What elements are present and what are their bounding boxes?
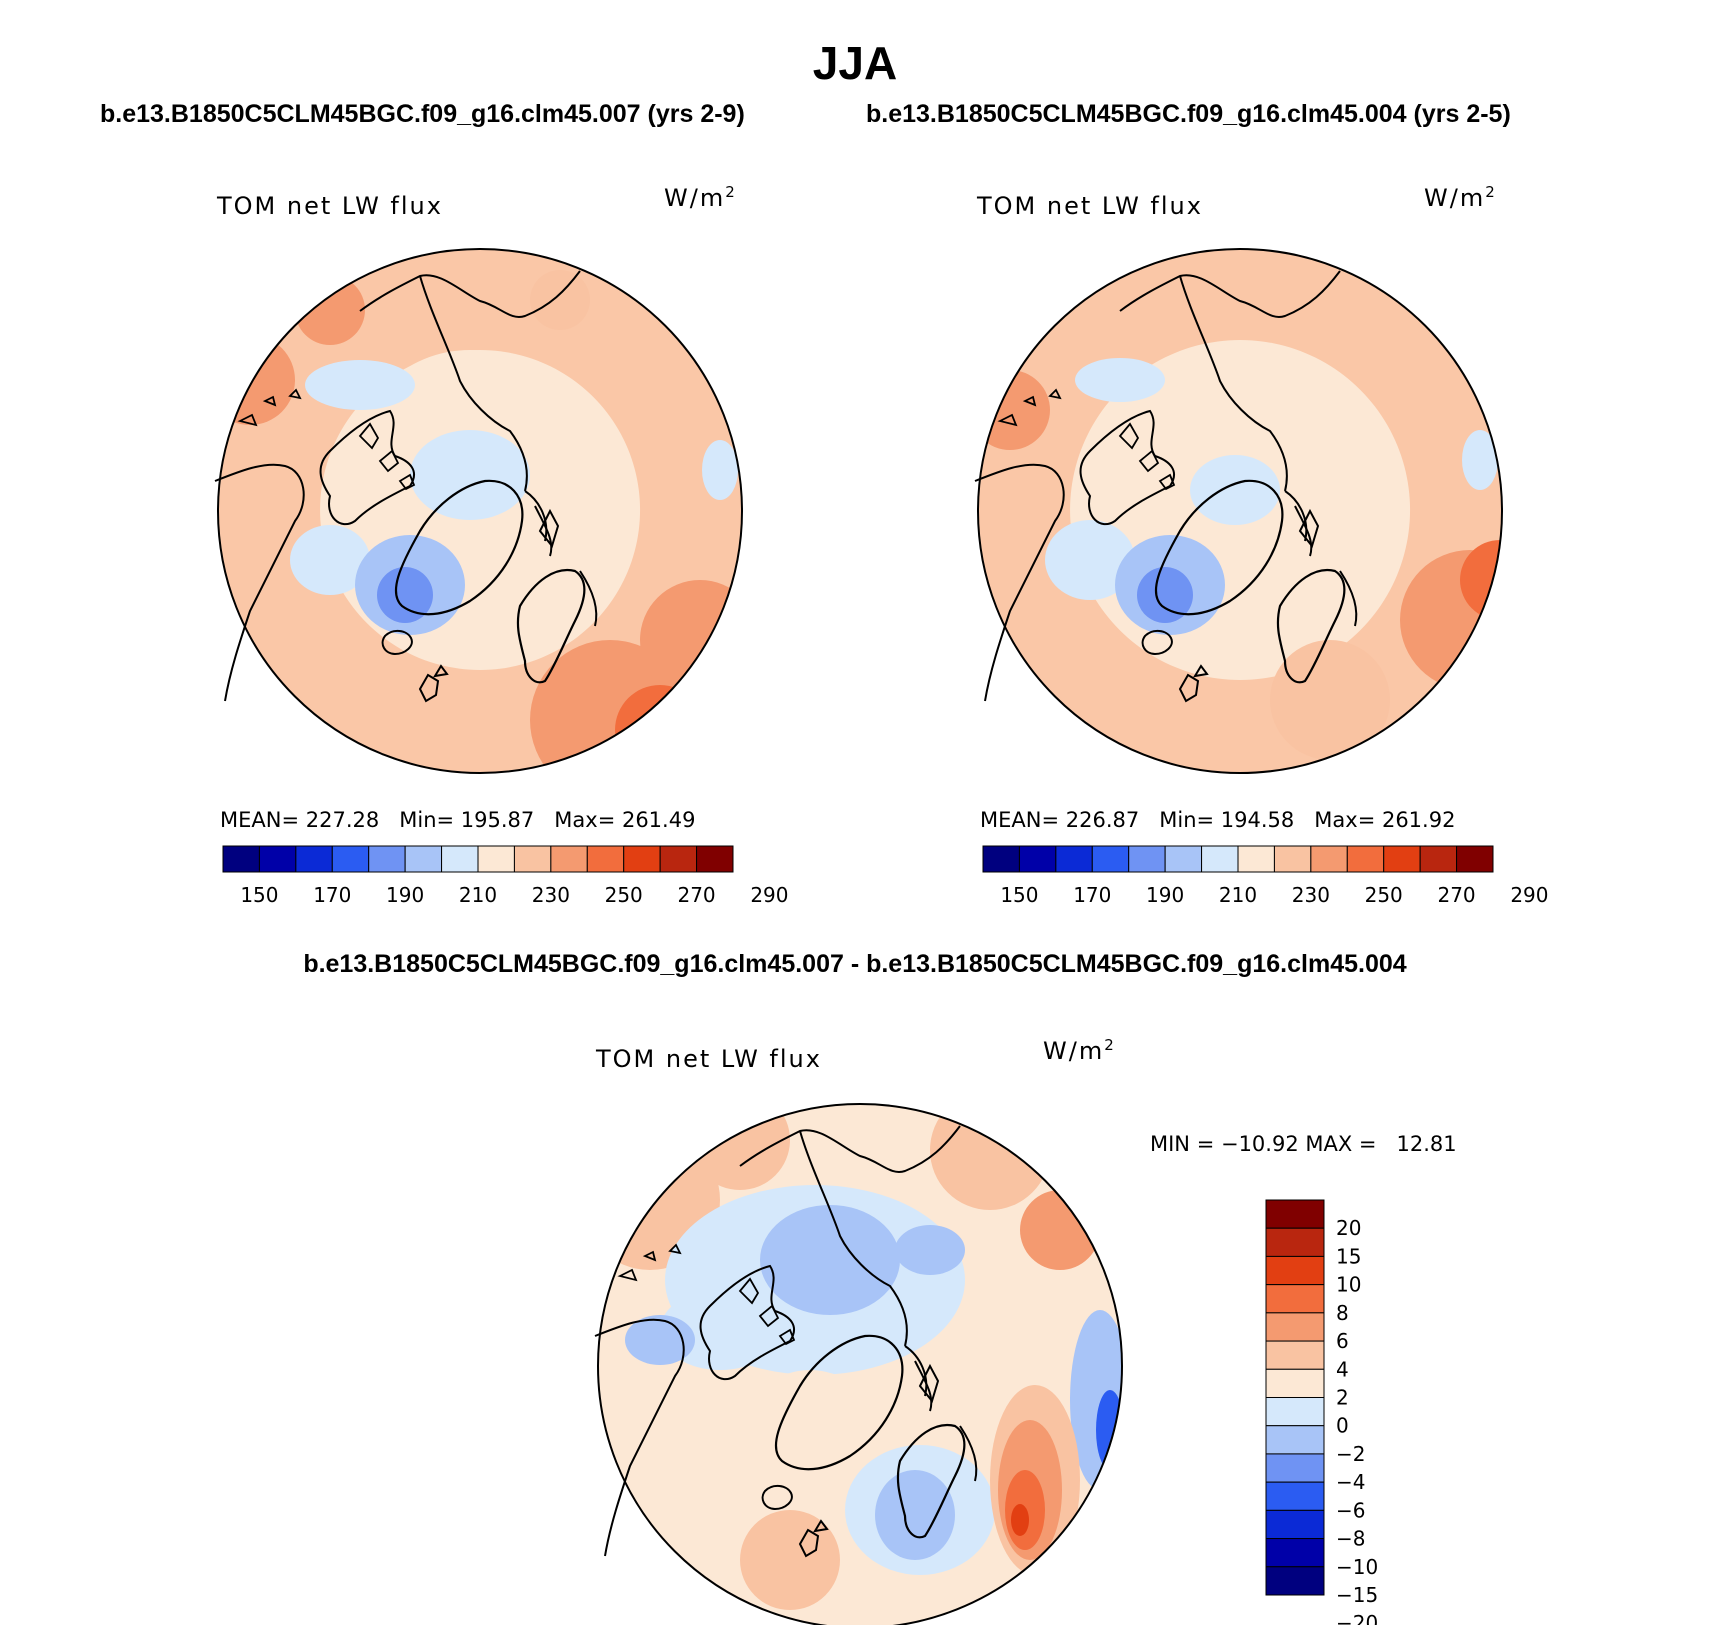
colorbar-panel1-swatch: [222, 845, 260, 873]
colorbar-difference-tick-label: −15: [1336, 1583, 1378, 1607]
colorbar-panel1-swatch: [477, 845, 515, 873]
panel3-units: W/m2: [1043, 1036, 1116, 1065]
colorbar-panel2-tick-label: 250: [1365, 883, 1403, 907]
colorbar-panel2-swatch: [1273, 845, 1312, 873]
colorbar-difference-swatch: [1265, 1509, 1325, 1540]
colorbar-difference-swatch: [1265, 1566, 1325, 1596]
panel1-map-border: [217, 248, 743, 774]
colorbar-panel2-swatch: [1018, 845, 1057, 873]
colorbar-panel2-swatch: [1128, 845, 1166, 873]
panel1-stats: MEAN= 227.28 Min= 195.87 Max= 261.49: [220, 808, 696, 832]
colorbar-panel1-swatch: [295, 845, 333, 873]
subtitle-left: b.e13.B1850C5CLM45BGC.f09_g16.clm45.007 …: [100, 100, 745, 128]
subtitle-right: b.e13.B1850C5CLM45BGC.f09_g16.clm45.004 …: [866, 100, 1511, 128]
colorbar-difference-swatch: [1265, 1284, 1325, 1314]
colorbar-panel1-tick-label: 190: [386, 883, 424, 907]
colorbar-difference-swatch: [1265, 1538, 1325, 1568]
difference-title: b.e13.B1850C5CLM45BGC.f09_g16.clm45.007 …: [303, 950, 1407, 978]
colorbar-panel1-tick-label: 250: [605, 883, 643, 907]
panel1-units: W/m2: [664, 183, 737, 212]
colorbar-panel2-swatch: [1237, 845, 1275, 873]
colorbar-panel2-swatch: [1383, 845, 1421, 873]
colorbar-panel2-swatch: [1055, 845, 1093, 873]
colorbar-panel2-tick-label: 230: [1292, 883, 1330, 907]
colorbar-panel2-tick-label: 190: [1146, 883, 1184, 907]
colorbar-panel2-tick-label: 210: [1219, 883, 1257, 907]
colorbar-panel1-swatch: [550, 845, 588, 873]
colorbar-difference-swatch: [1265, 1481, 1325, 1511]
colorbar-difference-swatch: [1265, 1199, 1325, 1229]
panel3-stats: MIN = −10.92 MAX = 12.81: [1150, 1132, 1457, 1156]
colorbar-panel1-tick-label: 150: [240, 883, 278, 907]
colorbar-panel2-swatch: [1310, 845, 1348, 873]
colorbar-panel2-swatch: [982, 845, 1020, 873]
colorbar-panel1-swatch: [586, 845, 625, 873]
colorbar-difference-swatch: [1265, 1312, 1325, 1342]
colorbar-difference-tick-label: 20: [1336, 1216, 1361, 1240]
colorbar-panel1-swatch: [368, 845, 406, 873]
colorbar-difference-swatch: [1265, 1340, 1325, 1370]
colorbar-difference-tick-label: 6: [1336, 1329, 1349, 1353]
colorbar-difference-tick-label: −8: [1336, 1527, 1365, 1551]
colorbar-difference-tick-label: −10: [1336, 1555, 1378, 1579]
panel1-map: [218, 249, 742, 773]
colorbar-panel1-tick-label: 170: [313, 883, 351, 907]
colorbar-panel2-tick-label: 150: [1000, 883, 1038, 907]
colorbar-panel1-swatch: [331, 845, 370, 873]
colorbar-difference-swatch: [1265, 1453, 1325, 1483]
colorbar-difference-swatch: [1265, 1227, 1325, 1257]
colorbar-panel2-tick-label: 290: [1510, 883, 1548, 907]
colorbar-difference-tick-label: 8: [1336, 1301, 1349, 1325]
colorbar-panel1: 150 170 190 210 230 250 270 290: [222, 845, 789, 907]
colorbar-difference-swatch: [1265, 1255, 1325, 1286]
colorbar-panel2-swatch: [1456, 845, 1494, 873]
colorbar-panel1-swatch: [258, 845, 297, 873]
colorbar-difference-tick-label: 15: [1336, 1244, 1361, 1268]
colorbar-panel1-tick-label: 210: [459, 883, 497, 907]
colorbar-panel1-swatch: [441, 845, 479, 873]
colorbar-difference-tick-label: 0: [1336, 1414, 1349, 1438]
panel2-stats: MEAN= 226.87 Min= 194.58 Max= 261.92: [980, 808, 1456, 832]
panel2-variable-label: TOM net LW flux: [977, 192, 1203, 220]
colorbar-difference-tick-label: −4: [1336, 1470, 1365, 1494]
colorbar-panel1-swatch: [513, 845, 552, 873]
colorbar-panel1-tick-label: 290: [750, 883, 788, 907]
colorbar-difference-swatch: [1265, 1425, 1325, 1455]
colorbar-difference-swatch: [1265, 1368, 1325, 1399]
colorbar-difference-tick-label: −20: [1336, 1611, 1378, 1625]
colorbar-panel2-tick-label: 170: [1073, 883, 1111, 907]
colorbar-panel2-swatch: [1419, 845, 1458, 873]
colorbar-difference-tick-label: −6: [1336, 1498, 1365, 1522]
panel2-units: W/m2: [1424, 183, 1497, 212]
colorbar-panel2-swatch: [1164, 845, 1203, 873]
colorbar-panel2-swatch: [1201, 845, 1239, 873]
panel3-map: [598, 1104, 1122, 1625]
colorbar-difference-tick-label: 4: [1336, 1357, 1349, 1381]
panel3-map-border: [597, 1103, 1123, 1625]
colorbar-panel1-swatch: [623, 845, 661, 873]
colorbar-difference-tick-label: 10: [1336, 1273, 1361, 1297]
colorbar-panel2-swatch: [1346, 845, 1385, 873]
colorbar-difference-tick-label: 2: [1336, 1386, 1349, 1410]
figure-title: JJA: [812, 37, 898, 89]
colorbar-panel1-swatch: [404, 845, 443, 873]
colorbar-panel2-swatch: [1091, 845, 1130, 873]
colorbar-panel2: 150 170 190 210 230 250 270 290: [982, 845, 1549, 907]
panel2-map-border: [977, 248, 1503, 774]
panel2-map: [978, 249, 1502, 773]
colorbar-panel1-swatch: [696, 845, 734, 873]
colorbar-panel1-swatch: [659, 845, 698, 873]
colorbar-panel1-tick-label: 230: [532, 883, 570, 907]
panel3-variable-label: TOM net LW flux: [596, 1045, 822, 1073]
colorbar-panel2-tick-label: 270: [1437, 883, 1475, 907]
colorbar-panel1-tick-label: 270: [677, 883, 715, 907]
panel1-variable-label: TOM net LW flux: [217, 192, 443, 220]
colorbar-difference-swatch: [1265, 1397, 1325, 1427]
colorbar-difference-tick-label: −2: [1336, 1442, 1365, 1466]
